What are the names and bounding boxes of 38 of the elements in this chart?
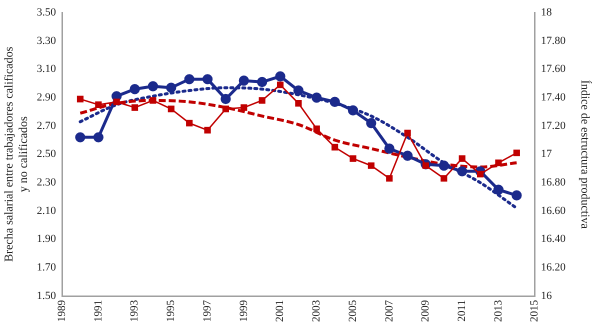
y-tick-label: 2.90 [36,92,57,104]
y-tick-label: 1.70 [36,262,57,274]
y2-tick-label: 16.40 [540,233,566,246]
x-tick-label: 2003 [310,300,323,322]
y-tick-label: 3.30 [36,34,57,47]
x-tick-label: 1995 [165,300,178,322]
y2-tick-label: 17.60 [540,63,566,76]
y-axis-title: Brecha salarial entre trabajadores calificados y no calificados [1,46,30,262]
y2-tick-label: 18 [540,6,552,18]
y2-tick-label: 16 [540,290,552,302]
y2-tick-label: 17.40 [540,92,566,104]
x-tick-label: 2009 [420,300,432,322]
x-tick-label: 2007 [383,300,396,322]
y2-axis-title: Índice de estructura productiva [578,80,593,230]
x-tick-label: 1999 [238,300,250,322]
x-tick-label: 2015 [528,300,541,322]
x-tick-label: 1993 [128,300,141,322]
y2-tick-label: 16.80 [540,176,566,189]
x-tick-label: 1989 [56,300,68,322]
y2-tick-label: 16.20 [540,262,566,274]
x-tick-label: 2011 [456,300,468,322]
y2-tick-label: 17.80 [540,34,566,47]
x-tick-label: 1997 [201,300,214,322]
y-tick-label: 2.30 [36,176,57,189]
y-tick-label: 2.10 [36,204,57,217]
y-tick-label: 2.50 [36,148,57,160]
y2-tick-label: 17 [540,148,552,160]
x-tick-label: 2001 [274,300,286,322]
y-tick-label: 1.90 [36,233,57,246]
y-tick-label: 3.50 [36,6,57,18]
x-tick-label: 1991 [92,300,104,322]
y-tick-label: 1.50 [36,290,57,302]
y2-tick-label: 17.20 [540,120,566,132]
y2-tick-label: 16.60 [540,204,566,217]
y-tick-label: 3.10 [36,63,57,76]
x-tick-label: 2005 [346,300,359,322]
y-tick-label: 2.70 [36,120,57,132]
x-tick-label: 2013 [492,300,504,322]
